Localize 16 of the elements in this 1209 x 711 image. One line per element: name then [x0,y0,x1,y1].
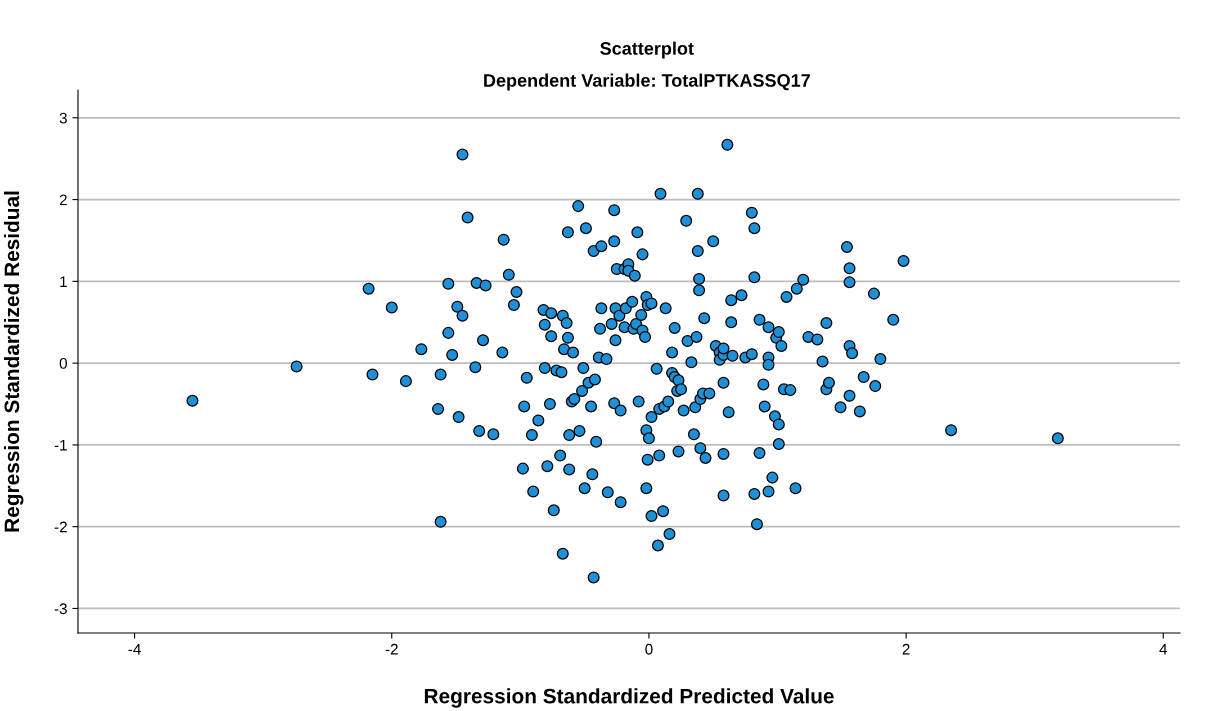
x-tick-label: 0 [645,643,653,655]
x-tick-label: -2 [385,643,398,655]
chart-title: Scatterplot [600,41,694,59]
y-tick-label: 2 [59,194,67,206]
x-axis-title: Regression Standardized Predicted Value [424,688,834,708]
x-tick-label: -4 [128,643,141,655]
y-tick-label: -2 [54,521,67,533]
chart-subtitle: Dependent Variable: TotalPTKASSQ17 [484,73,810,91]
y-axis-title: Regression Standardized Residual [3,191,24,532]
y-tick-label: -3 [54,603,67,615]
y-tick-label: 3 [59,112,67,124]
y-tick-label: 1 [60,276,67,287]
x-tick-label: 4 [1159,643,1168,655]
x-tick-label: 2 [902,643,910,655]
y-tick-label: -1 [54,439,67,451]
y-tick-label: 0 [59,358,67,369]
